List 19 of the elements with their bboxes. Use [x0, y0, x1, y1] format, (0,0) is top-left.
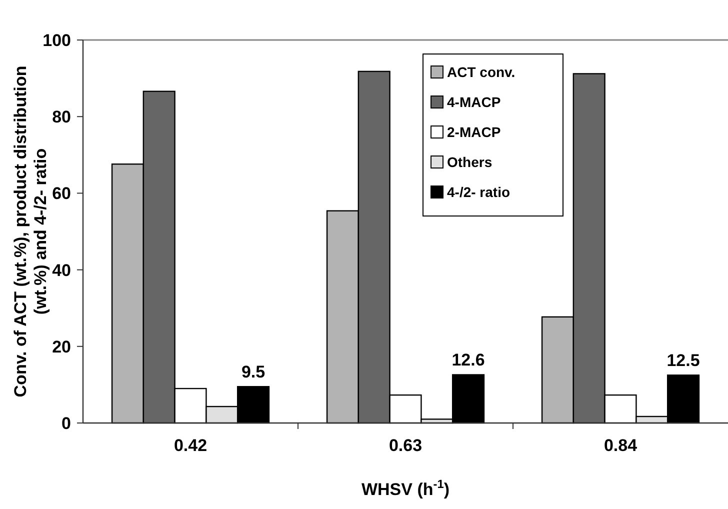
data-label: 12.5 [666, 351, 700, 370]
legend-label: 4-MACP [447, 94, 501, 110]
data-label: 12.6 [452, 350, 485, 370]
legend-label: ACT conv. [447, 64, 516, 80]
x-tick-label: 0.42 [174, 436, 208, 455]
y-tick-label: 20 [52, 337, 71, 356]
data-label: 9.5 [241, 362, 266, 382]
x-axis-title: WHSV (h$^{-1}$) [361, 477, 450, 499]
y-tick-label: 80 [52, 108, 71, 127]
x-tick-label: 0.84 [604, 436, 638, 455]
y-tick-label: 40 [52, 260, 71, 280]
y-tick-label: 100 [42, 30, 71, 50]
y-tick-label: 60 [52, 184, 71, 204]
legend-label: 4-/2- ratio [447, 184, 510, 200]
y-tick-label: 0 [62, 414, 71, 433]
y-axis-title: Conv. of ACT (wt.%), product distribution (wt.%) and 4-/2- ratio [10, 66, 50, 398]
x-tick-label: 0.63 [388, 436, 422, 455]
legend-label: Others [447, 154, 492, 170]
legend-label: 2-MACP [447, 124, 501, 140]
